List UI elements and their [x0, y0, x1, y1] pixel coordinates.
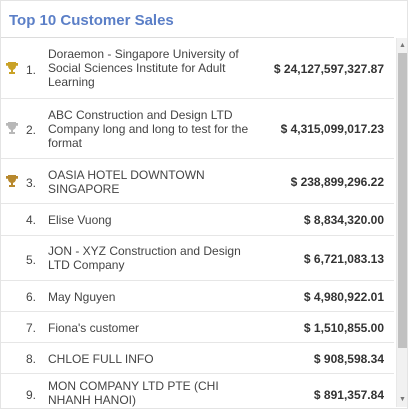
scroll-down-arrow-icon[interactable]: ▼	[399, 396, 406, 403]
rank-number: 9.	[26, 388, 37, 402]
sales-amount: $ 1,510,855.00	[303, 321, 384, 335]
list-item[interactable]: 6. May Nguyen $ 4,980,922.01	[1, 281, 394, 312]
rank-number: 1.	[26, 63, 37, 77]
gold-trophy-icon	[6, 62, 18, 74]
rank-number: 7.	[26, 321, 37, 335]
rank-number: 8.	[26, 352, 37, 366]
rank-number: 6.	[26, 290, 37, 304]
list-item[interactable]: 8. CHLOE FULL INFO $ 908,598.34	[1, 343, 394, 374]
sales-amount: $ 908,598.34	[313, 352, 384, 366]
customer-name: Elise Vuong	[48, 213, 112, 227]
rank-number: 3.	[26, 176, 37, 190]
widget-title: Top 10 Customer Sales	[9, 12, 174, 29]
sales-amount: $ 8,834,320.00	[303, 213, 384, 227]
list-item[interactable]: 5. JON - XYZ Construction and Design LTD…	[1, 236, 394, 281]
list-item[interactable]: 2. ABC Construction and Design LTD Compa…	[1, 99, 394, 159]
customer-name: May Nguyen	[48, 290, 116, 304]
customer-sales-list[interactable]: 1. Doraemon - Singapore University of So…	[1, 37, 394, 408]
list-item[interactable]: 7. Fiona's customer $ 1,510,855.00	[1, 312, 394, 343]
customer-name: Doraemon - Singapore University of Socia…	[48, 47, 239, 89]
scroll-up-arrow-icon[interactable]: ▲	[399, 42, 406, 49]
customer-name: OASIA HOTEL DOWNTOWN SINGAPORE	[48, 168, 205, 196]
rank-number: 5.	[26, 253, 37, 267]
customer-name: JON - XYZ Construction and Design LTD Co…	[48, 244, 241, 272]
sales-amount: $ 24,127,597,327.87	[273, 62, 384, 76]
sales-amount: $ 6,721,083.13	[303, 252, 384, 266]
bronze-trophy-icon	[6, 175, 18, 187]
list-item[interactable]: 3. OASIA HOTEL DOWNTOWN SINGAPORE $ 238,…	[1, 159, 394, 204]
sales-amount: $ 4,315,099,017.23	[280, 122, 384, 136]
customer-name: Fiona's customer	[48, 321, 139, 335]
list-item[interactable]: 9. MON COMPANY LTD PTE (CHI NHANH HANOI)…	[1, 374, 394, 408]
customer-name: ABC Construction and Design LTD Company …	[48, 108, 249, 150]
customer-name: CHLOE FULL INFO	[48, 352, 154, 366]
sales-amount: $ 238,899,296.22	[290, 175, 384, 189]
list-item[interactable]: 4. Elise Vuong $ 8,834,320.00	[1, 204, 394, 236]
sales-amount: $ 4,980,922.01	[303, 290, 384, 304]
sales-amount: $ 891,357.84	[313, 388, 384, 402]
silver-trophy-icon	[6, 122, 18, 134]
list-item[interactable]: 1. Doraemon - Singapore University of So…	[1, 38, 394, 99]
rank-number: 4.	[26, 213, 37, 227]
scrollbar-thumb[interactable]	[398, 53, 407, 348]
customer-name: MON COMPANY LTD PTE (CHI NHANH HANOI)	[48, 379, 219, 407]
rank-number: 2.	[26, 123, 37, 137]
vertical-scrollbar[interactable]: ▲ ▼	[396, 38, 407, 407]
